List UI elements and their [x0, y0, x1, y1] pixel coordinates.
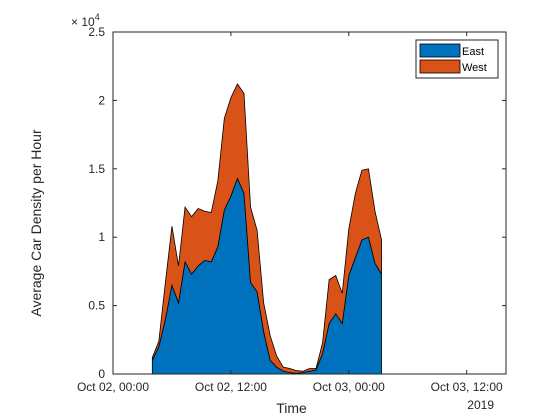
x-axis-ticks: Oct 02, 00:00 Oct 02, 12:00 Oct 03, 00:00 O…: [77, 32, 503, 394]
y-tick-label: 0.5: [88, 299, 105, 313]
y-tick-label: 0: [98, 367, 105, 381]
x-tick-label: Oct 03, 12:00: [431, 380, 503, 394]
y-axis-ticks: 0 0.5 1 1.5 2 2.5: [88, 25, 506, 381]
y-axis-label: Average Car Density per Hour: [28, 129, 44, 317]
legend: East West: [415, 39, 499, 79]
y-tick-label: 1: [98, 230, 105, 244]
area-series-group: [151, 83, 382, 375]
y-exponent-power: 4: [95, 12, 100, 22]
plot-frame: [112, 31, 507, 375]
x-tick-label: Oct 03, 00:00: [313, 380, 385, 394]
y-tick-label: 2.5: [88, 25, 105, 39]
x-axis-label: Time: [276, 400, 307, 416]
legend-label-east: East: [462, 46, 484, 58]
legend-swatch-west: [419, 59, 461, 74]
y-tick-label: 2: [98, 93, 105, 107]
x-tick-label: Oct 02, 00:00: [77, 380, 149, 394]
y-exponent-label: × 104: [71, 12, 100, 29]
x-year-label: 2019: [467, 398, 494, 412]
y-tick-label: 1.5: [88, 162, 105, 176]
area-series-west: [151, 83, 382, 374]
y-exponent-base: × 10: [71, 15, 95, 29]
legend-swatch-east: [419, 43, 461, 58]
legend-label-west: West: [462, 62, 487, 74]
x-tick-label: Oct 02, 12:00: [195, 380, 267, 394]
